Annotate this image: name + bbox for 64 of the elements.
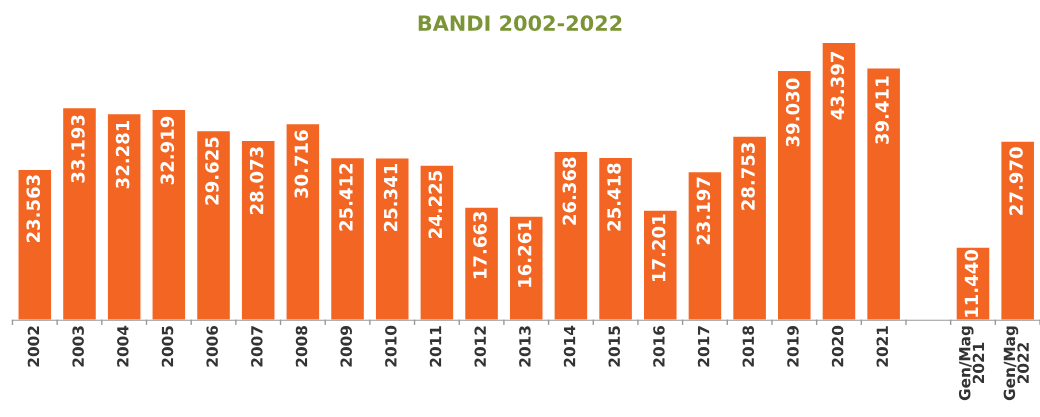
data-label: 11.440: [964, 250, 979, 317]
data-label: 33.193: [71, 115, 85, 183]
x-tick-label: 2014: [563, 325, 576, 367]
bar: [374, 157, 410, 321]
bar: [240, 139, 276, 321]
data-label: 26.368: [562, 157, 577, 225]
bar: [106, 112, 142, 321]
data-label: 30.716: [294, 130, 309, 198]
data-label: 24.225: [428, 170, 443, 238]
x-tick-label: 2011: [429, 326, 442, 367]
data-label: 17.201: [651, 214, 666, 282]
x-tick-label: 2004: [117, 325, 129, 367]
data-label: 39.411: [875, 76, 889, 144]
data-label: 28.073: [249, 147, 264, 215]
data-label: 43.397: [830, 52, 845, 120]
data-label: 23.563: [26, 175, 41, 243]
data-label: 27.970: [1009, 147, 1023, 215]
x-tick-label: 2017: [697, 326, 710, 367]
x-tick-label: 2018: [742, 326, 755, 367]
x-tick-label: 2006: [206, 325, 218, 367]
x-tick-label: 2021: [876, 326, 889, 367]
x-tick-label: 2012: [474, 326, 486, 367]
x-tick-label: 2005: [161, 326, 174, 367]
bar: [329, 156, 366, 321]
data-label: 16.261: [517, 220, 532, 287]
bar: [776, 69, 812, 321]
data-label: 29.625: [205, 137, 219, 205]
bar: [553, 150, 589, 321]
bar: [151, 108, 187, 321]
x-tick-label: 2020: [831, 325, 844, 367]
data-label: 32.281: [115, 120, 130, 189]
bar: [687, 170, 723, 321]
bar: [597, 156, 634, 321]
x-tick-label: 2019: [787, 326, 799, 367]
data-label: 39.030: [785, 78, 800, 147]
x-tick-label: 2015: [608, 326, 621, 367]
bar: [865, 67, 902, 321]
data-label: 32.919: [160, 116, 175, 185]
bar: [61, 106, 98, 321]
bar: [999, 140, 1036, 321]
data-label: 28.753: [741, 143, 755, 210]
bar: [731, 135, 768, 321]
x-tick-label: 2010: [385, 325, 397, 367]
data-label: 23.197: [696, 177, 711, 245]
bar: [642, 209, 678, 321]
x-tick-label: 2002: [27, 326, 40, 367]
x-tick-label: Gen/Mag 2021: [958, 326, 985, 401]
x-tick-label: Gen/Mag 2022: [1003, 326, 1029, 401]
x-tick-label: 2009: [340, 326, 352, 367]
x-tick-label: 2003: [72, 326, 84, 367]
data-label: 25.418: [607, 163, 621, 231]
data-label: 25.412: [339, 163, 353, 231]
data-label: 25.341: [383, 164, 398, 232]
bar: [17, 168, 53, 321]
bar: [419, 164, 455, 321]
x-tick-label: 2013: [519, 326, 531, 367]
x-tick-label: 2007: [251, 326, 263, 367]
x-tick-label: 2016: [653, 325, 665, 367]
bar: [285, 122, 321, 321]
bar: [195, 129, 232, 321]
x-tick-label: 2008: [295, 326, 308, 367]
chart-title: BANDI 2002-2022: [418, 15, 622, 32]
bar: [821, 41, 857, 321]
data-label: 17.663: [473, 211, 487, 279]
